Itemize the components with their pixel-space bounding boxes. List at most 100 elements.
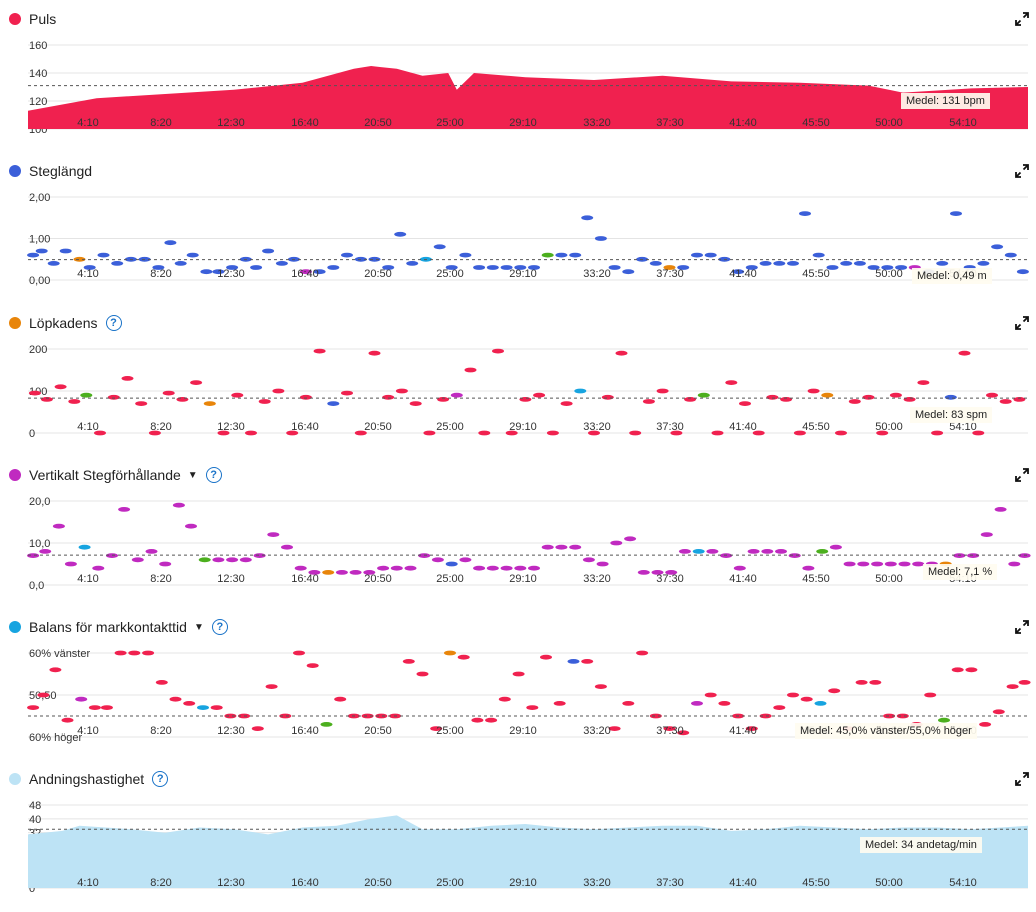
- x-tick-label: 37:30: [656, 268, 684, 280]
- data-point: [725, 380, 738, 385]
- data-point: [622, 701, 635, 706]
- data-point: [185, 523, 197, 529]
- x-tick-label: 20:50: [364, 421, 392, 433]
- panel-balans: Balans för markkontakttid ▼ ? 60% vänste…: [0, 608, 1036, 760]
- data-point: [745, 265, 758, 270]
- data-point: [759, 261, 772, 266]
- data-point: [450, 392, 463, 398]
- data-point: [186, 252, 199, 258]
- caret-down-icon[interactable]: ▼: [187, 469, 198, 481]
- data-point: [567, 659, 580, 664]
- data-point: [732, 269, 745, 275]
- expand-icon[interactable]: [1014, 771, 1030, 787]
- data-point: [334, 696, 347, 702]
- data-point: [665, 570, 678, 575]
- x-tick-label: 8:20: [150, 268, 171, 280]
- data-point: [486, 265, 499, 270]
- data-point: [994, 507, 1007, 512]
- x-tick-label: 20:50: [364, 117, 392, 129]
- data-point: [361, 713, 374, 719]
- data-point: [100, 705, 113, 710]
- data-point: [341, 252, 353, 258]
- y-tick-label: 2,00: [29, 192, 50, 204]
- data-point: [775, 549, 787, 554]
- x-tick-label: 41:40: [729, 421, 757, 433]
- data-point: [203, 401, 216, 406]
- x-tick-label: 16:40: [291, 573, 319, 585]
- x-tick-label: 25:00: [436, 877, 464, 889]
- data-point: [498, 696, 511, 702]
- data-point: [35, 248, 48, 254]
- x-tick-label: 54:10: [949, 421, 977, 433]
- help-icon[interactable]: ?: [105, 315, 122, 331]
- data-point: [610, 540, 623, 546]
- help-icon[interactable]: ?: [152, 771, 169, 787]
- data-point: [812, 252, 825, 258]
- data-point: [828, 688, 841, 694]
- data-point: [272, 388, 285, 394]
- x-tick-label: 16:40: [291, 268, 319, 280]
- data-point: [395, 388, 408, 394]
- x-tick-label: 50:00: [875, 268, 903, 280]
- mean-label: Medel: 7,1 %: [923, 564, 998, 580]
- panel-steglangd: Steglängd 2,00 1,00 0,00 4:10 8:20 12:30 16:40…: [0, 152, 1036, 304]
- data-point: [967, 553, 980, 558]
- data-point: [677, 265, 690, 270]
- data-point: [1004, 252, 1017, 258]
- data-point: [47, 261, 60, 266]
- data-point: [991, 244, 1004, 250]
- data-point: [52, 523, 65, 529]
- data-point: [958, 350, 971, 356]
- data-point: [363, 570, 376, 575]
- data-point: [1006, 684, 1019, 689]
- data-point: [560, 401, 573, 406]
- data-point: [651, 570, 664, 575]
- x-tick-label: 45:50: [802, 573, 830, 585]
- data-point: [977, 261, 990, 266]
- data-point: [624, 536, 637, 542]
- mean-label: Medel: 83 spm: [910, 407, 993, 423]
- data-point: [80, 392, 93, 398]
- x-tick-label: 4:10: [77, 877, 98, 889]
- data-point: [128, 650, 141, 656]
- help-icon[interactable]: ?: [211, 619, 228, 635]
- x-tick-label: 33:20: [583, 725, 611, 737]
- data-point: [629, 430, 642, 436]
- x-tick-label: 16:40: [291, 877, 319, 889]
- data-point: [979, 722, 992, 727]
- x-tick-label: 37:30: [656, 117, 684, 129]
- data-point: [471, 717, 484, 723]
- expand-icon[interactable]: [1014, 467, 1030, 483]
- help-icon[interactable]: ?: [205, 467, 222, 483]
- area-series: [28, 66, 1028, 129]
- data-point: [739, 401, 751, 406]
- data-point: [281, 544, 293, 550]
- data-point: [267, 532, 280, 537]
- data-point: [622, 269, 635, 275]
- data-point: [402, 659, 415, 664]
- panel-puls: Puls 160 140 120 100 4:10 8:20 12:30 16:40 20:50…: [0, 0, 1036, 152]
- expand-icon[interactable]: [1014, 163, 1030, 179]
- y-tick-label: 160: [29, 40, 47, 52]
- data-point: [190, 380, 203, 385]
- panel-vertikalt: Vertikalt Stegförhållande ▼ ? 20,0 10,0 0,…: [0, 456, 1036, 608]
- data-point: [533, 392, 546, 398]
- data-point: [691, 252, 703, 258]
- y-tick-label: 0: [29, 428, 35, 440]
- data-point: [258, 399, 271, 404]
- data-point: [986, 392, 998, 398]
- caret-down-icon[interactable]: ▼: [193, 621, 204, 633]
- data-point: [759, 713, 772, 719]
- y-tick-label: 140: [29, 68, 47, 80]
- x-tick-label: 25:00: [436, 725, 464, 737]
- expand-icon[interactable]: [1014, 11, 1030, 27]
- x-tick-label: 4:10: [77, 268, 98, 280]
- expand-icon[interactable]: [1014, 315, 1030, 331]
- data-point: [581, 659, 594, 664]
- data-point: [212, 269, 225, 275]
- data-point: [94, 430, 106, 436]
- expand-icon[interactable]: [1014, 619, 1030, 635]
- data-point: [883, 713, 896, 719]
- data-point: [409, 401, 422, 406]
- data-point: [75, 696, 88, 702]
